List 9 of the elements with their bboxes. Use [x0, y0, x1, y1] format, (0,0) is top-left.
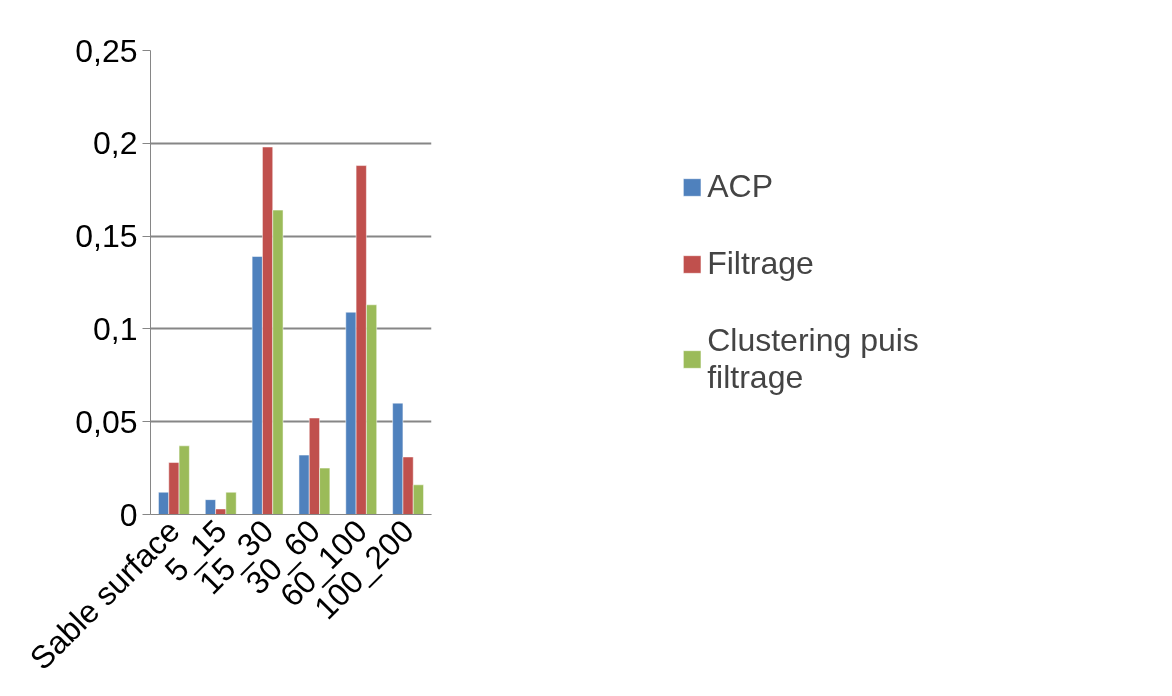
legend-label: Filtrage: [707, 245, 814, 282]
y-tick-label: 0,2: [93, 125, 138, 162]
legend-label: ACP: [707, 168, 773, 205]
y-tick-label: 0,15: [75, 218, 138, 255]
y-tick-label: 0,25: [75, 32, 138, 69]
y-tick-label: 0,05: [75, 403, 138, 440]
y-tick-label: 0: [119, 496, 138, 533]
y-tick-label: 0,1: [93, 310, 138, 347]
legend-label: Clustering puis filtrage: [707, 322, 919, 396]
